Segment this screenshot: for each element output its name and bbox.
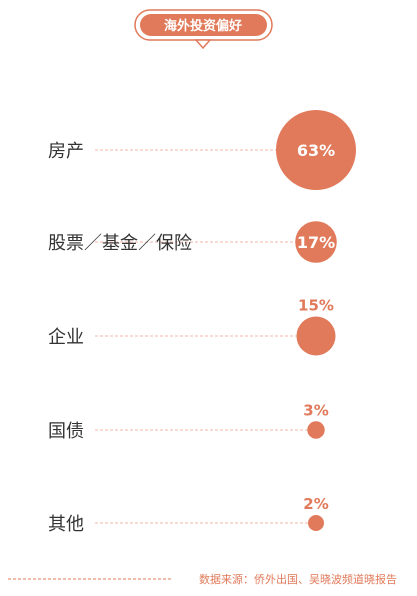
bubble [307, 421, 325, 439]
category-label: 国债 [48, 421, 84, 442]
bubble [296, 316, 336, 356]
source-note: 数据来源：侨外出国、吴晓波频道晓报告 [199, 572, 397, 586]
bubble [295, 221, 337, 263]
bubble [308, 515, 324, 531]
bubble [276, 110, 356, 190]
value-label: 63% [297, 141, 335, 160]
bubble-rows: 房产 63% 股票／基金／保险 17% 企业 15% 国债 3% 其他 2% [48, 110, 356, 535]
title-badge-fill [140, 14, 267, 36]
value-label: 2% [303, 495, 328, 513]
category-label: 企业 [48, 327, 84, 348]
title-badge: 海外投资偏好 [134, 9, 273, 50]
category-label: 房产 [48, 141, 84, 162]
category-label: 股票／基金／保险 [48, 233, 192, 254]
value-label: 3% [303, 401, 328, 419]
title-badge-pointer [194, 39, 212, 50]
value-label: 15% [298, 296, 334, 314]
category-label: 其他 [48, 514, 84, 535]
chart-title: 海外投资偏好 [164, 18, 242, 34]
value-label: 17% [297, 233, 335, 252]
